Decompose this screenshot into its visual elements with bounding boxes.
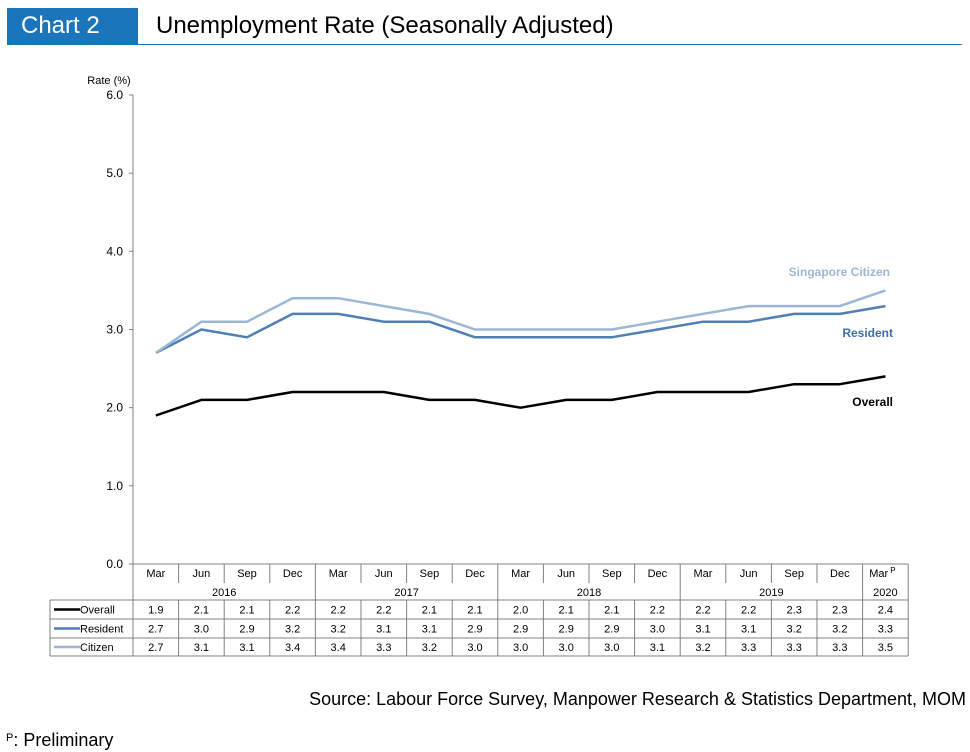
table-cell-value: 3.5 [878, 642, 893, 654]
source-note: Source: Labour Force Survey, Manpower Re… [309, 689, 966, 709]
quarter-label: Sep [602, 568, 622, 580]
y-tick-label: 2.0 [106, 401, 123, 415]
quarter-label: Jun [740, 568, 758, 580]
table-cell-value: 2.9 [513, 624, 528, 636]
table-cell-value: 3.0 [467, 642, 482, 654]
table-cell-value: 3.1 [695, 624, 710, 636]
table-cell-value: 2.2 [695, 605, 710, 617]
table-cell-value: 3.3 [741, 642, 756, 654]
table-cell-value: 2.0 [513, 605, 528, 617]
quarter-label: Mar [329, 568, 348, 580]
table-cell-value: 3.2 [285, 624, 300, 636]
y-tick-label: 6.0 [106, 88, 123, 102]
series-label-resident: Resident [842, 326, 893, 340]
footnote-text: : Preliminary [13, 730, 114, 750]
table-cell-value: 2.9 [239, 624, 254, 636]
table-cell-value: 2.1 [239, 605, 254, 617]
table-cell-value: 2.7 [148, 624, 163, 636]
table-cell-value: 3.3 [878, 624, 893, 636]
table-cell-value: 2.7 [148, 642, 163, 654]
year-label: 2020 [873, 587, 897, 599]
table-cell-value: 2.9 [467, 624, 482, 636]
table-cell-value: 2.2 [285, 605, 300, 617]
y-axis-title: Rate (%) [87, 75, 130, 87]
legend-label-citizen: Citizen [80, 642, 114, 654]
quarter-label: Jun [375, 568, 393, 580]
chart-title: Unemployment Rate (Seasonally Adjusted) [156, 12, 614, 39]
table-cell-value: 2.3 [787, 605, 802, 617]
preliminary-mark: P [890, 566, 895, 575]
table-cell-value: 3.0 [650, 624, 665, 636]
table-cell-value: 3.3 [832, 642, 847, 654]
table-cell-value: 3.2 [787, 624, 802, 636]
series-line-resident [155, 304, 886, 355]
table-cell-value: 2.9 [604, 624, 619, 636]
preliminary-footnote: P: Preliminary [6, 728, 113, 752]
table-cell-value: 3.2 [422, 642, 437, 654]
quarter-label: Jun [557, 568, 575, 580]
table-cell-value: 2.2 [331, 605, 346, 617]
series-line-citizen [155, 289, 886, 354]
quarter-label: Dec [465, 568, 485, 580]
quarter-label: Mar [146, 568, 165, 580]
year-label: 2017 [394, 587, 418, 599]
table-cell-value: 2.1 [194, 605, 209, 617]
table-cell-value: 3.0 [559, 642, 574, 654]
table-cell-value: 2.1 [422, 605, 437, 617]
table-cell-value: 3.1 [741, 624, 756, 636]
table-cell-value: 3.2 [695, 642, 710, 654]
chart-number-badge: Chart 2 [7, 8, 138, 44]
table-cell-value: 2.2 [376, 605, 391, 617]
y-tick-label: 1.0 [106, 479, 123, 493]
table-cell-value: 1.9 [148, 605, 163, 617]
table-cell-value: 2.1 [467, 605, 482, 617]
title-rule [7, 44, 962, 45]
table-cell-value: 3.3 [376, 642, 391, 654]
series-label-citizen: Singapore Citizen [789, 265, 890, 279]
quarter-label: Dec [648, 568, 668, 580]
quarter-label: Mar [694, 568, 713, 580]
legend-label-overall: Overall [80, 605, 115, 617]
table-cell-value: 2.9 [559, 624, 574, 636]
quarter-label: Dec [283, 568, 303, 580]
footnote-mark: P [6, 732, 14, 744]
y-tick-label: 4.0 [106, 244, 123, 258]
quarter-label: Mar [511, 568, 530, 580]
series-line-overall [155, 375, 886, 417]
quarter-label: Sep [237, 568, 257, 580]
table-cell-value: 2.4 [878, 605, 893, 617]
table-cell-value: 3.2 [331, 624, 346, 636]
table-cell-value: 3.4 [331, 642, 346, 654]
table-cell-value: 3.1 [650, 642, 665, 654]
table-cell-value: 3.0 [604, 642, 619, 654]
year-label: 2019 [759, 587, 783, 599]
table-cell-value: 3.0 [194, 624, 209, 636]
quarter-label: Mar P [869, 566, 895, 580]
legend-label-resident: Resident [80, 624, 123, 636]
table-cell-value: 3.0 [513, 642, 528, 654]
y-tick-label: 5.0 [106, 166, 123, 180]
quarter-label: Sep [420, 568, 440, 580]
table-cell-value: 2.2 [741, 605, 756, 617]
y-tick-label: 0.0 [106, 557, 123, 571]
quarter-label: Sep [784, 568, 804, 580]
table-cell-value: 2.2 [650, 605, 665, 617]
table-cell-value: 2.3 [832, 605, 847, 617]
table-cell-value: 3.1 [422, 624, 437, 636]
table-cell-value: 3.1 [194, 642, 209, 654]
table-cell-value: 3.1 [376, 624, 391, 636]
year-label: 2016 [212, 587, 236, 599]
table-cell-value: 2.1 [559, 605, 574, 617]
table-cell-value: 2.1 [604, 605, 619, 617]
year-label: 2018 [577, 587, 601, 599]
y-tick-label: 3.0 [106, 323, 123, 337]
table-cell-value: 3.4 [285, 642, 300, 654]
quarter-label: Dec [830, 568, 850, 580]
table-cell-value: 3.2 [832, 624, 847, 636]
series-label-overall: Overall [852, 395, 893, 409]
table-cell-value: 3.1 [239, 642, 254, 654]
table-cell-value: 3.3 [787, 642, 802, 654]
quarter-label: Jun [193, 568, 211, 580]
